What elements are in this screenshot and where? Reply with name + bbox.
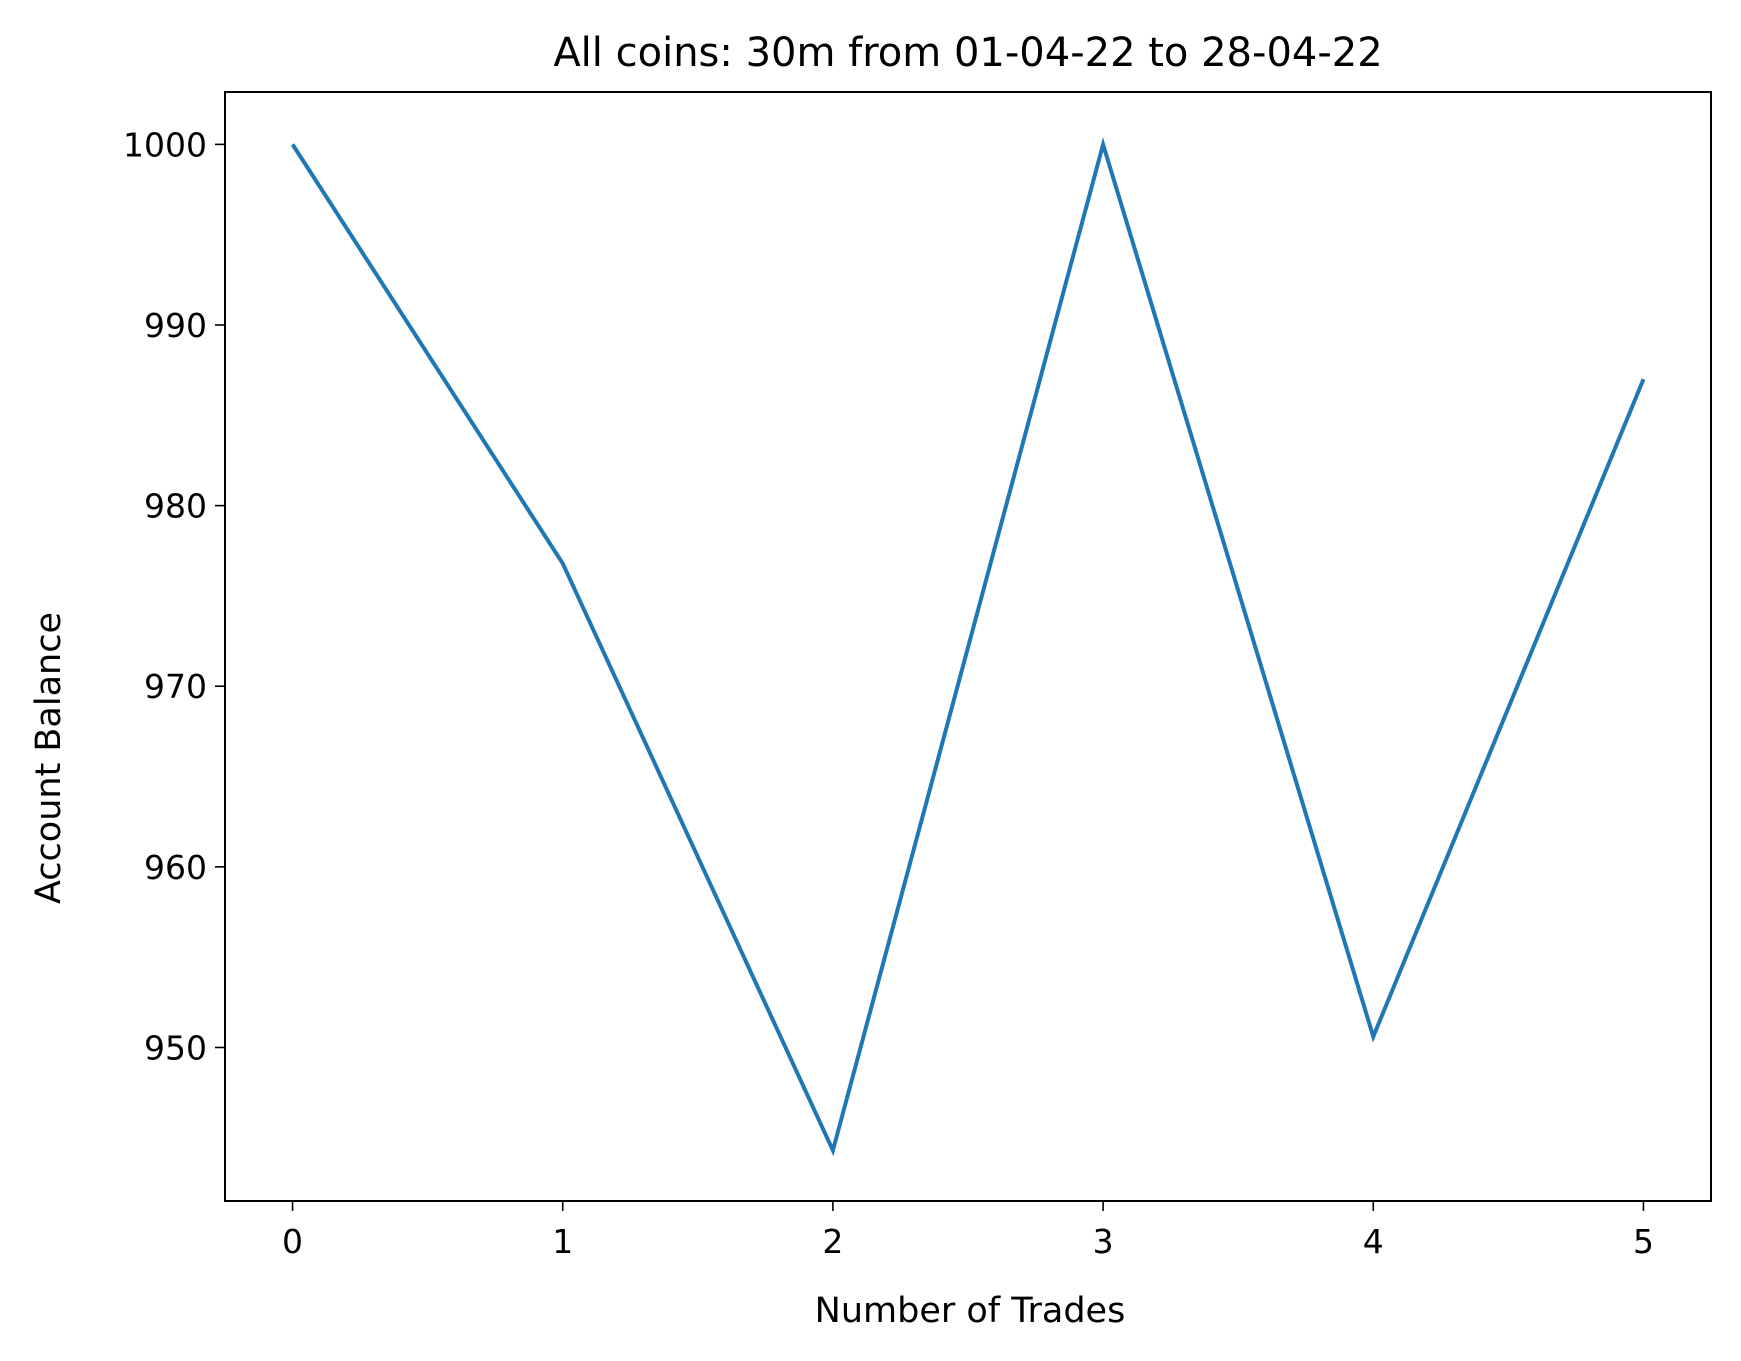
x-axis-label: Number of Trades (815, 1291, 1126, 1331)
x-tick-label: 1 (552, 1222, 573, 1261)
plot-frame (224, 91, 1712, 1202)
x-tick-label: 0 (282, 1222, 303, 1261)
series-line (290, 137, 1646, 1157)
chart-title: All coins: 30m from 01-04-22 to 28-04-22 (553, 30, 1382, 76)
y-tick-label: 1000 (123, 125, 207, 164)
x-tick-label: 4 (1363, 1222, 1384, 1261)
plot-area: 0 1 2 3 4 5 950 960 970 980 990 1000 (123, 91, 1712, 1261)
y-tick-label: 960 (144, 848, 207, 887)
x-tick-label: 3 (1093, 1222, 1114, 1261)
x-tick-label: 2 (822, 1222, 843, 1261)
y-tick-label: 990 (144, 306, 207, 345)
x-tick-label: 5 (1633, 1222, 1654, 1261)
series-group (290, 137, 1646, 1157)
x-axis: 0 1 2 3 4 5 (282, 1201, 1654, 1261)
y-tick-label: 970 (144, 667, 207, 706)
y-tick-label: 950 (144, 1028, 207, 1067)
y-axis: 950 960 970 980 990 1000 (123, 125, 225, 1067)
y-axis-label: Account Balance (29, 612, 69, 904)
y-tick-label: 980 (144, 487, 207, 526)
